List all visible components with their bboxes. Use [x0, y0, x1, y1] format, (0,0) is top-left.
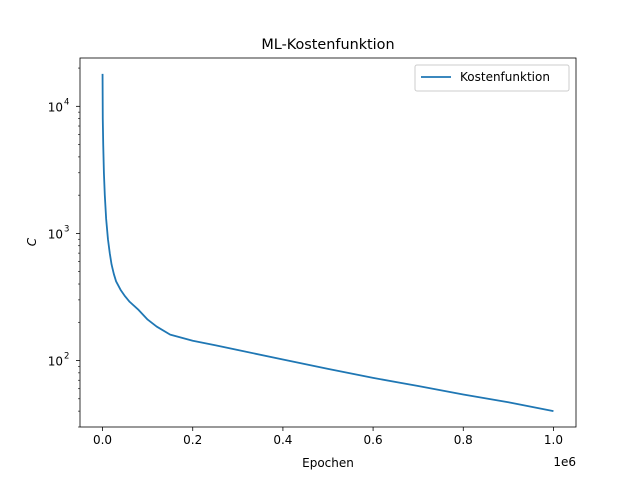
x-axis-label: Epochen: [302, 456, 354, 470]
y-tick-exponent: 4: [64, 97, 69, 107]
x-tick-label: 0.8: [454, 433, 473, 447]
x-tick-label: 0.6: [364, 433, 383, 447]
y-tick-label: 10: [48, 355, 63, 369]
x-tick-label: 1.0: [544, 433, 563, 447]
legend: Kostenfunktion: [414, 64, 570, 92]
axes-frame: [79, 57, 577, 428]
y-tick-exponent: 3: [64, 224, 69, 234]
y-tick-exponent: 2: [64, 352, 69, 362]
x-tick-label: 0.4: [273, 433, 292, 447]
chart-title: ML-Kostenfunktion: [261, 37, 394, 53]
y-tick-label: 10: [48, 100, 63, 114]
y-tick-label: 10: [48, 227, 63, 241]
series-line-0: [101, 73, 554, 413]
x-tick-label: 0.2: [183, 433, 202, 447]
y-axis-label: C: [25, 237, 39, 246]
x-offset-label: 1e6: [553, 455, 576, 469]
legend-label: Kostenfunktion: [460, 70, 550, 84]
x-tick-label: 0.0: [93, 433, 112, 447]
legend-box: [414, 64, 570, 92]
